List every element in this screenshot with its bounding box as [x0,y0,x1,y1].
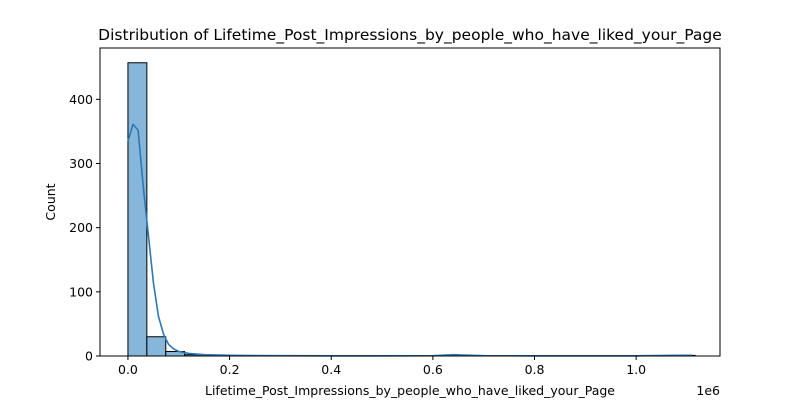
histogram-bar [127,62,148,357]
x-tick-label: 0.2 [220,362,240,377]
x-axis-label: Lifetime_Post_Impressions_by_people_who_… [205,383,615,398]
chart-title: Distribution of Lifetime_Post_Impression… [98,26,722,45]
y-tick-label: 400 [69,92,93,107]
x-tick-label: 0.8 [525,362,545,377]
kde-layer [127,123,693,357]
x-tick-label: 0.0 [118,362,138,377]
kde-curve [127,123,693,357]
y-tick-label: 0 [85,349,93,364]
x-tick-label: 0.6 [423,362,443,377]
y-axis-ticks: 0 100 200 300 400 [69,92,100,364]
x-tick-label: 1.0 [626,362,646,377]
y-tick-label: 100 [69,284,93,299]
x-tick-label: 0.4 [321,362,341,377]
y-tick-label: 300 [69,156,93,171]
bars-layer [127,62,696,357]
histogram-bar [146,336,167,357]
y-axis-label: Count [43,183,58,220]
plot-frame [99,47,721,357]
y-tick-label: 200 [69,220,93,235]
x-axis-offset-label: 1e6 [696,383,720,398]
x-axis-ticks: 0.0 0.2 0.4 0.6 0.8 1.0 [118,356,646,377]
